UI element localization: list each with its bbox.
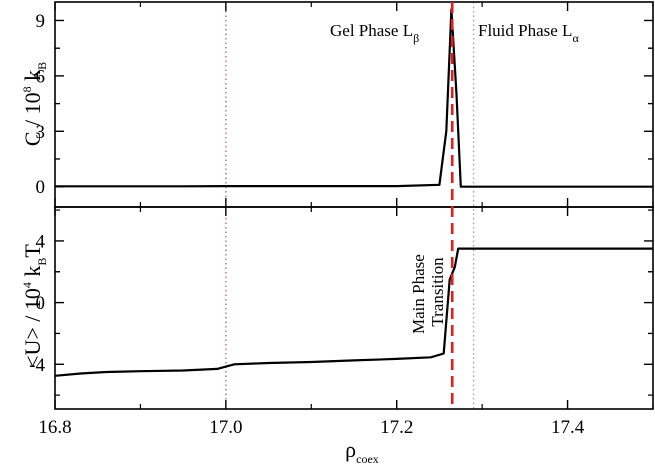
bottom-panel-frame <box>54 206 654 410</box>
panel-frames <box>54 1 654 410</box>
gel-phase-annotation: Gel Phase Lβ <box>330 21 419 45</box>
bottom-ytick-label: 4 <box>36 231 46 252</box>
xtick-label: 17.0 <box>209 417 242 438</box>
top-ytick-label: 0 <box>36 177 46 198</box>
top-series-line-0 <box>55 8 653 188</box>
top-ytick-label: 3 <box>36 122 46 143</box>
xtick-label: 16.8 <box>38 417 71 438</box>
bottom-ytick-label: 0 <box>36 293 46 314</box>
xtick-label: 17.2 <box>380 417 413 438</box>
bottom-series-line-0 <box>54 247 653 377</box>
axis-ticks <box>54 2 654 409</box>
bottom-ylabel: <U> / 104 kBT <box>20 244 49 368</box>
x-axis-label: ρcoex <box>345 437 379 466</box>
main-transition-annotation: Main Phase Transition <box>409 250 447 334</box>
tick-labels: 0 3 6 9 -4 0 4 16.8 17.0 17.2 17.4 <box>29 11 585 438</box>
reference-lines <box>225 2 475 409</box>
top-ytick-label: 9 <box>36 11 46 32</box>
top-ylabel: C / 108 kB <box>20 62 49 146</box>
bottom-ytick-label: -4 <box>29 355 45 376</box>
series-lines <box>54 8 653 377</box>
fluid-phase-annotation: Fluid Phase Lα <box>478 21 579 45</box>
xtick-label: 17.4 <box>551 417 585 438</box>
top-ytick-label: 6 <box>36 66 46 87</box>
